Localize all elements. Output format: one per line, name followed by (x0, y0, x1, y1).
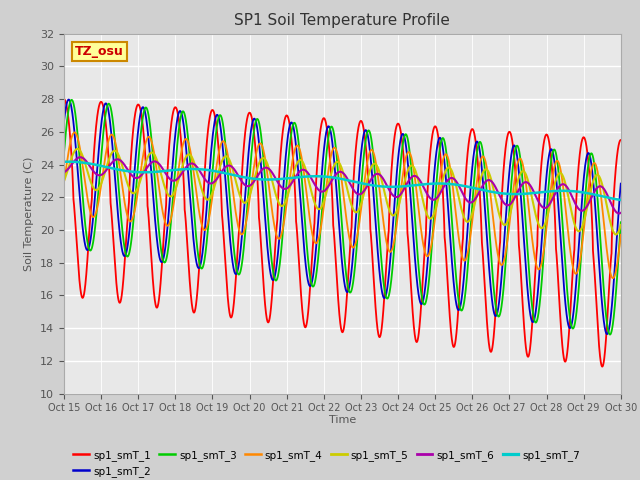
sp1_smT_7 (64, 159, 72, 165)
sp1_smT_2 (604, 331, 611, 337)
Line: sp1_smT_6: sp1_smT_6 (64, 157, 621, 214)
sp1_smT_5 (617, 222, 625, 228)
sp1_smT_1 (298, 300, 305, 305)
sp1_smT_6 (124, 167, 132, 173)
sp1_smT_6 (77, 155, 84, 160)
sp1_smT_4 (546, 193, 554, 199)
sp1_smT_5 (157, 170, 164, 176)
sp1_smT_3 (274, 274, 282, 280)
sp1_smT_6 (546, 201, 554, 206)
sp1_smT_3 (124, 253, 132, 259)
Line: sp1_smT_2: sp1_smT_2 (64, 99, 621, 334)
sp1_smT_7 (274, 176, 282, 182)
Legend: sp1_smT_1, sp1_smT_2, sp1_smT_3, sp1_smT_4, sp1_smT_5, sp1_smT_6, sp1_smT_7: sp1_smT_1, sp1_smT_2, sp1_smT_3, sp1_smT… (69, 445, 584, 480)
sp1_smT_5 (546, 202, 554, 207)
Line: sp1_smT_1: sp1_smT_1 (64, 99, 621, 367)
sp1_smT_7 (124, 168, 132, 174)
sp1_smT_7 (606, 195, 614, 201)
sp1_smT_5 (274, 197, 282, 203)
sp1_smT_4 (298, 156, 306, 162)
sp1_smT_1 (157, 281, 164, 287)
Line: sp1_smT_5: sp1_smT_5 (64, 149, 621, 234)
sp1_smT_4 (617, 232, 625, 238)
sp1_smT_4 (124, 214, 132, 220)
sp1_smT_6 (617, 210, 625, 216)
sp1_smT_7 (617, 197, 625, 203)
X-axis label: Time: Time (329, 415, 356, 425)
Text: TZ_osu: TZ_osu (75, 45, 124, 58)
sp1_smT_5 (606, 218, 614, 224)
Title: SP1 Soil Temperature Profile: SP1 Soil Temperature Profile (234, 13, 451, 28)
sp1_smT_2 (617, 181, 625, 187)
sp1_smT_1 (598, 364, 606, 370)
sp1_smT_3 (617, 219, 625, 225)
sp1_smT_2 (65, 96, 72, 102)
sp1_smT_2 (546, 148, 554, 154)
Line: sp1_smT_3: sp1_smT_3 (64, 100, 621, 335)
sp1_smT_2 (157, 258, 164, 264)
sp1_smT_2 (274, 253, 282, 259)
sp1_smT_5 (60, 178, 68, 184)
sp1_smT_1 (60, 96, 68, 102)
sp1_smT_3 (606, 332, 614, 337)
sp1_smT_3 (60, 150, 68, 156)
sp1_smT_4 (274, 235, 282, 241)
sp1_smT_3 (68, 97, 76, 103)
sp1_smT_5 (612, 231, 620, 237)
Line: sp1_smT_4: sp1_smT_4 (64, 132, 621, 278)
sp1_smT_7 (157, 168, 164, 174)
sp1_smT_2 (124, 242, 132, 248)
Line: sp1_smT_7: sp1_smT_7 (64, 162, 621, 200)
sp1_smT_1 (274, 212, 282, 217)
sp1_smT_6 (274, 179, 282, 185)
sp1_smT_6 (615, 211, 623, 216)
sp1_smT_7 (60, 159, 68, 165)
sp1_smT_6 (157, 163, 164, 169)
sp1_smT_3 (157, 244, 164, 250)
sp1_smT_4 (71, 130, 79, 135)
Y-axis label: Soil Temperature (C): Soil Temperature (C) (24, 156, 35, 271)
sp1_smT_4 (609, 275, 617, 281)
sp1_smT_5 (298, 158, 306, 164)
sp1_smT_4 (606, 268, 614, 274)
sp1_smT_1 (606, 269, 614, 275)
sp1_smT_4 (157, 197, 164, 203)
sp1_smT_3 (546, 167, 554, 173)
sp1_smT_1 (617, 137, 625, 143)
sp1_smT_1 (546, 144, 554, 150)
sp1_smT_6 (606, 198, 614, 204)
sp1_smT_2 (60, 119, 68, 124)
sp1_smT_6 (60, 169, 68, 175)
sp1_smT_2 (606, 319, 614, 324)
sp1_smT_3 (606, 332, 614, 337)
sp1_smT_7 (546, 189, 554, 194)
sp1_smT_1 (124, 217, 131, 223)
sp1_smT_5 (74, 146, 81, 152)
sp1_smT_4 (60, 179, 68, 185)
sp1_smT_7 (298, 174, 306, 180)
sp1_smT_5 (124, 181, 132, 187)
sp1_smT_6 (298, 167, 306, 173)
sp1_smT_3 (298, 177, 306, 182)
sp1_smT_2 (298, 216, 306, 222)
